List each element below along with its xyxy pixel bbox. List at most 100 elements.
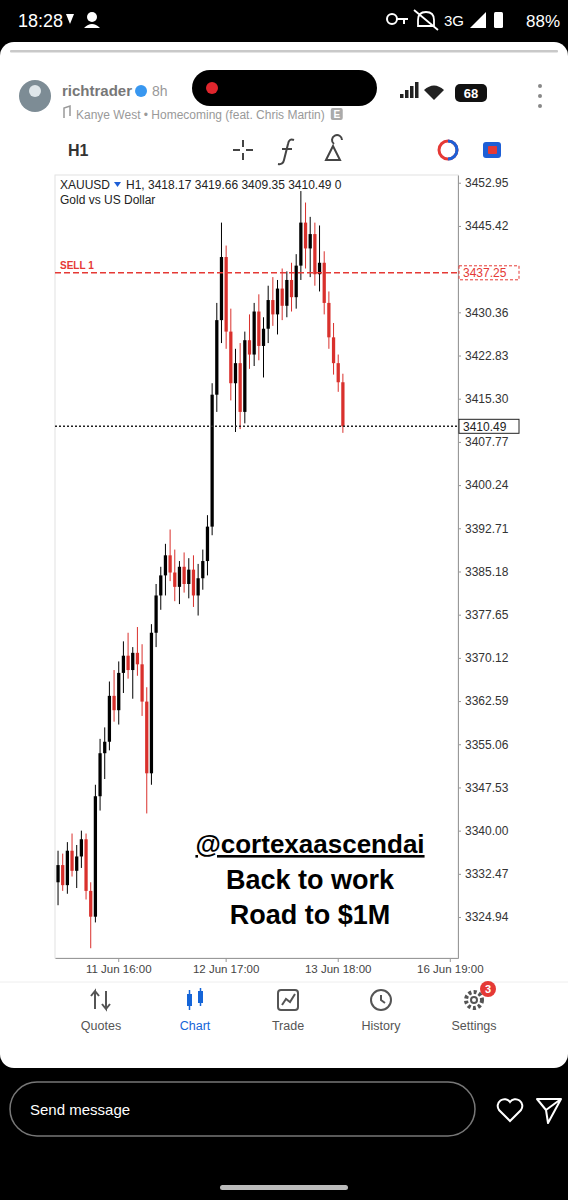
explicit-label: E [333,109,340,120]
y-tick: 3422.83 [458,349,509,363]
y-tick-label: 3370.12 [465,651,509,665]
y-tick-mark [458,485,461,486]
candle-body [94,796,97,916]
trade-nav-icon [282,994,295,1005]
y-tick-label: 3340.00 [465,824,509,838]
home-indicator [220,1185,348,1190]
nav-icon[interactable] [187,988,203,1010]
candle-body [206,527,209,561]
y-tick-mark [458,615,461,616]
reply-input[interactable] [10,1082,475,1136]
reply-bar: Send message [10,1082,561,1136]
y-tick-label: 3430.36 [465,306,509,320]
status-icon [470,12,486,28]
recording-pill [192,70,377,106]
nav-icon[interactable] [278,990,298,1010]
chart-header: H1, 3418.17 3419.66 3409.35 3410.49 0 [126,178,342,192]
like-icon[interactable] [498,1099,523,1121]
candle-body [253,312,256,355]
nav-label[interactable]: Trade [272,1019,304,1033]
y-tick-mark [458,744,461,745]
y-tick-label: 3445.42 [465,219,509,233]
status-icon [414,10,438,30]
candle-body [178,567,181,587]
reply-placeholder: Send message [30,1101,130,1118]
wifi-icon [424,86,444,101]
candle-body [243,340,246,412]
chart-subtitle: Gold vs US Dollar [60,193,155,207]
candle-body [341,382,344,426]
send-icon[interactable] [537,1099,561,1123]
status-bar: 18:283G88% [18,10,560,31]
y-tick-label: 3392.71 [465,522,509,536]
status-icon [494,12,503,28]
menu-dot [538,104,542,108]
menu-dot [538,94,542,98]
price-tag: 3410.49 [463,420,507,434]
status-icon [387,14,397,24]
y-tick-label: 3407.77 [465,435,509,449]
account-icon-half [448,141,457,159]
price-lines [55,273,458,427]
bottom-nav: QuotesChartTradeHistorySettings3 [0,981,568,1033]
candle-body [211,395,214,527]
nav-label[interactable]: Settings [451,1019,496,1033]
candle-body [262,329,265,346]
status-time: 18:28 [18,11,63,31]
avatar [19,80,51,112]
candle-body [70,851,73,871]
y-tick: 3332.47 [458,867,509,881]
signal-bar [410,86,414,98]
candle-body [122,656,125,673]
story-overlay: @cortexaascendaiBack to workRoad to $1M [195,829,424,930]
y-tick-label: 3362.59 [465,694,509,708]
x-tick-mark [226,958,227,962]
candle-body [309,234,312,248]
status-icon [396,19,408,24]
explicit-badge [331,108,343,120]
y-tick-label: 3452.95 [465,176,509,190]
nav-label[interactable]: Quotes [81,1019,121,1033]
y-tick-label: 3332.47 [465,867,509,881]
timeframe: H1 [68,142,89,159]
candle-body [150,633,153,774]
candle-body [108,696,111,742]
nav-label[interactable]: History [362,1019,402,1033]
app-toolbar: H1 [68,135,501,164]
y-tick-mark [458,917,461,918]
candle-wick [263,317,264,377]
candle-body [61,865,64,885]
y-tick: 3377.65 [458,608,509,622]
quotes-icon [91,991,110,1009]
candle-body [257,312,260,346]
status-icon [87,12,97,22]
y-axis-line [458,176,459,959]
nav-label[interactable]: Chart [180,1019,211,1033]
signal-bar [405,90,409,98]
price-line [55,272,458,274]
nav-icon[interactable] [371,990,391,1010]
y-tick-mark [458,658,461,659]
y-tick: 3355.06 [458,738,509,752]
y-tick-mark [458,356,461,357]
avatar-detail [29,85,41,97]
inner-status: 68 [400,82,542,108]
y-tick: 3370.12 [458,651,509,665]
y-axis: 3452.953445.423430.363422.833415.303407.… [458,176,509,959]
y-tick: 3445.42 [458,219,509,233]
candle-body [98,753,101,796]
music-icon [64,106,70,118]
candle-body [327,303,330,337]
x-axis: 11 Jun 16:0012 Jun 17:0013 Jun 18:0016 J… [56,958,484,975]
candle-body [80,839,83,856]
candle-body [267,300,270,329]
y-tick-mark [458,874,461,875]
overlay-mention: @cortexaascendai [195,829,424,859]
candle-body [271,300,274,314]
nav-icon[interactable] [91,991,110,1009]
candle-body [112,696,115,710]
nav-icon[interactable] [466,992,482,1008]
y-tick-mark [458,399,461,400]
status-icon [84,24,100,28]
status-battery: 88% [526,12,560,31]
